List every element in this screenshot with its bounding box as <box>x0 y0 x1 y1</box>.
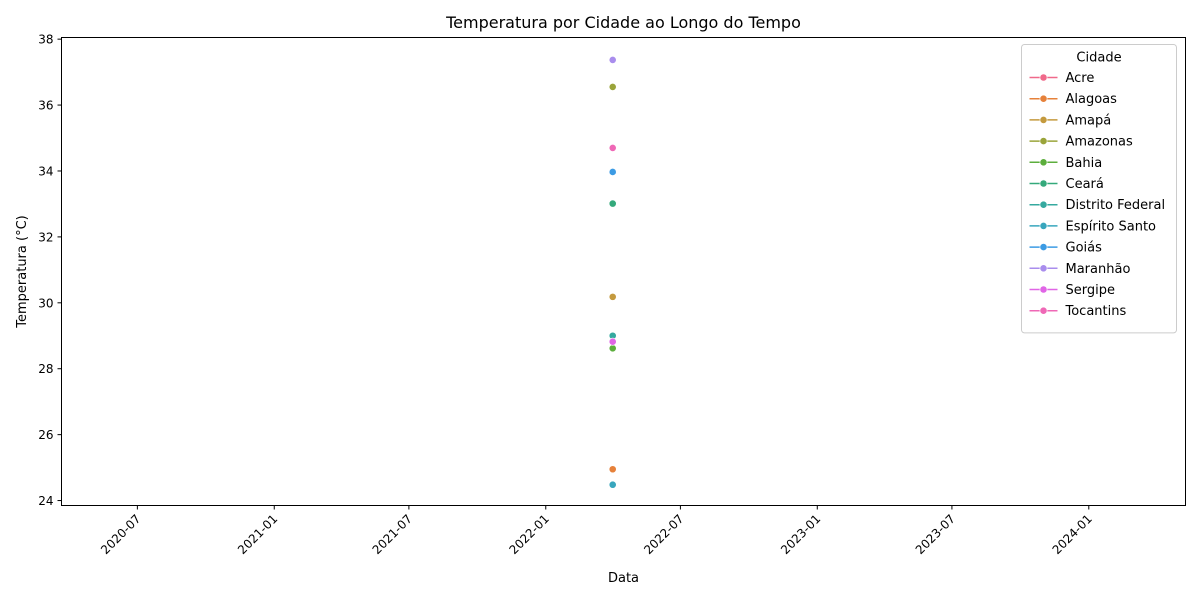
legend-label: Distrito Federal <box>1066 198 1166 213</box>
legend-label: Goiás <box>1066 241 1103 256</box>
data-point <box>608 344 617 353</box>
legend-label: Acre <box>1066 71 1095 86</box>
legend-label: Espírito Santo <box>1066 219 1157 234</box>
data-point <box>608 337 617 346</box>
data-point <box>608 83 617 91</box>
x-tick-label: 2021-01 <box>235 512 280 557</box>
y-tick-label: 24 <box>38 494 53 508</box>
legend-label: Amapá <box>1066 113 1112 128</box>
x-tick-label: 2022-07 <box>641 512 686 557</box>
y-tick-label: 32 <box>38 230 53 244</box>
x-tick-label: 2023-07 <box>913 512 958 557</box>
legend-label: Sergipe <box>1066 283 1115 298</box>
x-axis-ticks: 2020-07 2021-01 2021-07 2022-01 2022-07 2023-… <box>98 505 1095 557</box>
legend-label: Bahia <box>1066 156 1103 171</box>
data-point <box>608 465 617 474</box>
legend-marker <box>1039 285 1048 294</box>
legend: Cidade Acre Alagoas Amapá Amazonas Bahia Ceará… <box>1021 44 1177 334</box>
legend-marker <box>1039 264 1048 273</box>
plot-area-frame <box>61 37 1186 506</box>
data-points <box>608 56 617 489</box>
data-point <box>608 480 617 489</box>
x-tick-label: 2024-01 <box>1050 512 1095 557</box>
y-axis-label: Temperatura (°C) <box>15 215 30 328</box>
data-point <box>608 168 617 176</box>
legend-frame <box>1021 44 1177 334</box>
y-tick-label: 28 <box>38 362 53 376</box>
legend-marker <box>1039 306 1048 315</box>
y-tick-label: 26 <box>38 428 53 442</box>
legend-label: Ceará <box>1066 177 1104 192</box>
chart-title: Temperatura por Cidade ao Longo do Tempo <box>445 13 801 32</box>
legend-marker <box>1039 94 1048 103</box>
y-tick-label: 30 <box>38 296 53 310</box>
legend-label: Amazonas <box>1066 135 1134 150</box>
legend-marker <box>1039 137 1048 145</box>
legend-marker <box>1039 73 1048 82</box>
legend-marker <box>1039 158 1048 167</box>
x-tick-label: 2022-01 <box>507 512 552 557</box>
data-point <box>608 199 617 208</box>
legend-label: Maranhão <box>1066 262 1131 277</box>
x-axis-label: Data <box>608 571 639 586</box>
legend-label: Tocantins <box>1065 304 1127 319</box>
data-point <box>608 292 617 301</box>
legend-marker <box>1039 221 1048 230</box>
x-tick-label: 2020-07 <box>98 512 143 557</box>
y-axis-ticks: 24 26 28 30 32 34 36 38 <box>38 33 62 508</box>
x-tick-label: 2021-07 <box>370 512 415 557</box>
y-tick-label: 34 <box>38 164 53 178</box>
data-point <box>608 144 617 152</box>
legend-label: Alagoas <box>1066 92 1118 107</box>
y-tick-label: 36 <box>38 99 53 113</box>
legend-marker <box>1039 200 1048 209</box>
y-tick-label: 38 <box>38 33 53 47</box>
legend-marker <box>1039 116 1048 124</box>
data-point <box>608 56 617 64</box>
legend-marker <box>1039 179 1048 188</box>
x-tick-label: 2023-01 <box>778 512 823 557</box>
legend-title: Cidade <box>1076 51 1121 66</box>
legend-marker <box>1039 243 1048 251</box>
